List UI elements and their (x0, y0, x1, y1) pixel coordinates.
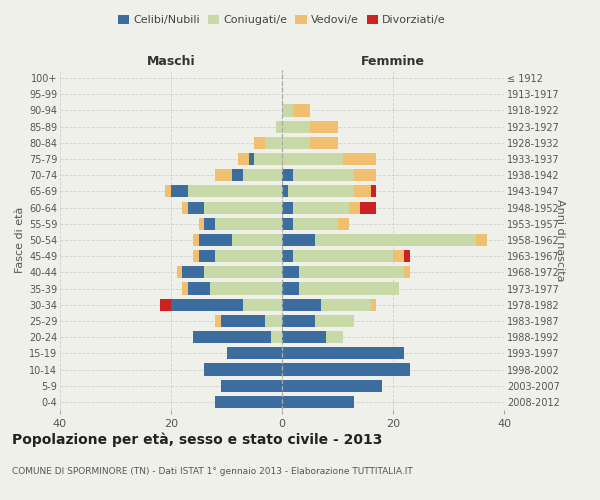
Bar (210, 282, 282, 294)
Bar (293, 218, 337, 230)
Bar (249, 153, 254, 165)
Bar (393, 250, 404, 262)
Bar (282, 104, 293, 117)
Bar (282, 298, 321, 311)
Bar (254, 153, 282, 165)
Bar (282, 153, 343, 165)
Bar (282, 169, 293, 181)
Bar (199, 218, 204, 230)
Bar (182, 266, 204, 278)
Bar (371, 298, 376, 311)
Bar (282, 250, 293, 262)
Bar (310, 137, 337, 149)
Bar (215, 218, 282, 230)
Bar (171, 186, 188, 198)
Bar (404, 250, 410, 262)
Bar (215, 250, 282, 262)
Bar (360, 202, 376, 213)
Bar (188, 186, 282, 198)
Bar (265, 137, 282, 149)
Bar (282, 234, 316, 246)
Bar (293, 202, 349, 213)
Bar (215, 396, 282, 408)
Bar (232, 169, 243, 181)
Bar (354, 169, 376, 181)
Bar (299, 282, 398, 294)
Bar (243, 298, 282, 311)
Bar (282, 380, 382, 392)
Bar (287, 186, 354, 198)
Bar (299, 266, 404, 278)
Text: Popolazione per età, sesso e stato civile - 2013: Popolazione per età, sesso e stato civil… (12, 432, 382, 447)
Bar (293, 104, 310, 117)
Text: COMUNE DI SPORMINORE (TN) - Dati ISTAT 1° gennaio 2013 - Elaborazione TUTTITALIA: COMUNE DI SPORMINORE (TN) - Dati ISTAT 1… (12, 468, 413, 476)
Bar (232, 234, 282, 246)
Bar (160, 298, 171, 311)
Bar (243, 169, 282, 181)
Bar (265, 315, 282, 327)
Bar (282, 396, 354, 408)
Bar (204, 266, 282, 278)
Bar (310, 120, 337, 132)
Bar (293, 169, 354, 181)
Bar (238, 153, 249, 165)
Legend: Celibi/Nubili, Coniugati/e, Vedovi/e, Divorziati/e: Celibi/Nubili, Coniugati/e, Vedovi/e, Di… (114, 10, 450, 30)
Bar (326, 331, 343, 343)
Bar (282, 202, 293, 213)
Bar (182, 282, 188, 294)
Bar (404, 266, 410, 278)
Y-axis label: Anni di nascita: Anni di nascita (555, 198, 565, 281)
Bar (476, 234, 487, 246)
Bar (316, 315, 354, 327)
Bar (371, 186, 376, 198)
Bar (354, 186, 371, 198)
Bar (282, 266, 299, 278)
Bar (215, 315, 221, 327)
Bar (282, 282, 299, 294)
Bar (221, 380, 282, 392)
Bar (199, 250, 215, 262)
Bar (282, 120, 310, 132)
Bar (282, 348, 404, 360)
Bar (193, 234, 199, 246)
Bar (193, 331, 271, 343)
Bar (204, 202, 282, 213)
Bar (182, 202, 188, 213)
Bar (215, 169, 232, 181)
Bar (282, 315, 316, 327)
Bar (166, 186, 171, 198)
Bar (188, 282, 210, 294)
Bar (349, 202, 360, 213)
Text: Femmine: Femmine (361, 54, 425, 68)
Bar (282, 186, 287, 198)
Bar (321, 298, 371, 311)
Bar (204, 364, 282, 376)
Bar (227, 348, 282, 360)
Bar (282, 331, 326, 343)
Bar (271, 331, 282, 343)
Bar (199, 234, 232, 246)
Bar (254, 137, 265, 149)
Bar (204, 218, 215, 230)
Text: Maschi: Maschi (146, 54, 196, 68)
Bar (337, 218, 349, 230)
Bar (316, 234, 476, 246)
Bar (282, 137, 310, 149)
Y-axis label: Fasce di età: Fasce di età (14, 207, 25, 273)
Bar (277, 120, 282, 132)
Bar (282, 364, 410, 376)
Bar (171, 298, 243, 311)
Bar (343, 153, 376, 165)
Bar (193, 250, 199, 262)
Bar (188, 202, 204, 213)
Bar (282, 218, 293, 230)
Bar (221, 315, 265, 327)
Bar (293, 250, 393, 262)
Bar (176, 266, 182, 278)
